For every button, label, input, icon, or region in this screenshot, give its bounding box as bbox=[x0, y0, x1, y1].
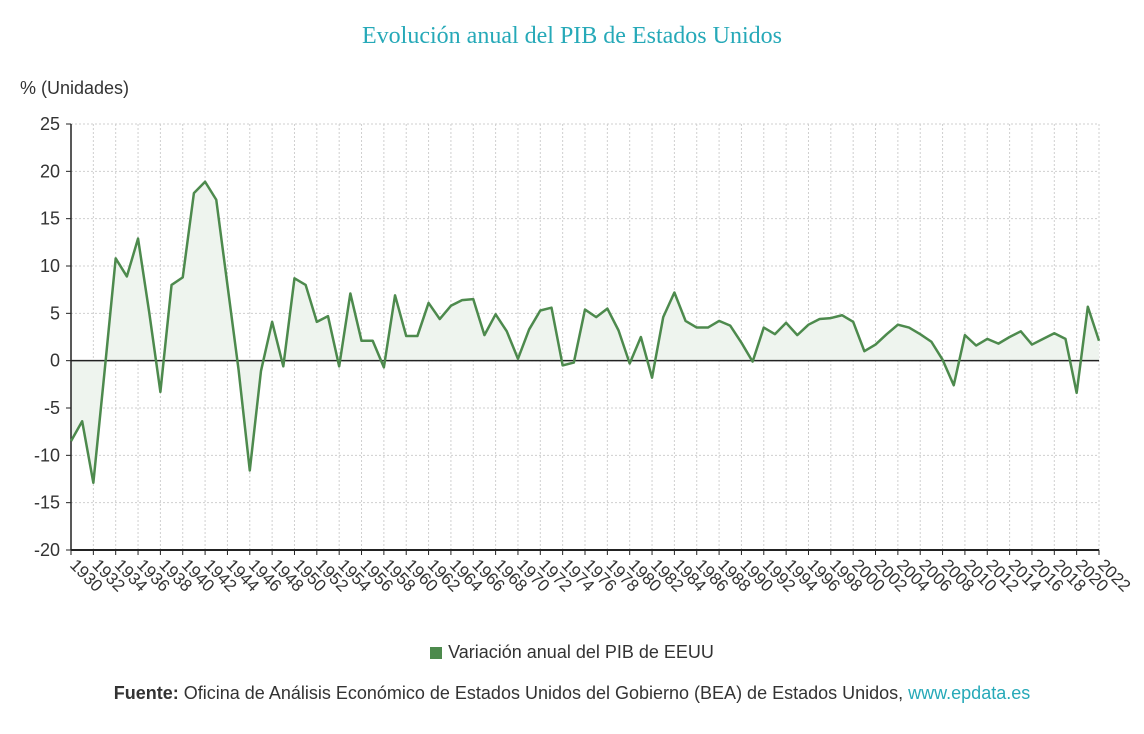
y-tick-label: -20 bbox=[34, 540, 60, 560]
y-tick-label: -15 bbox=[34, 493, 60, 513]
chart-title: Evolución anual del PIB de Estados Unido… bbox=[362, 23, 782, 49]
source-text: Oficina de Análisis Económico de Estados… bbox=[178, 683, 909, 703]
y-tick-label: 20 bbox=[40, 161, 60, 181]
y-axis-unit-label: % (Unidades) bbox=[20, 78, 130, 98]
y-tick-label: 10 bbox=[40, 256, 60, 276]
source-label: Fuente: bbox=[113, 683, 179, 703]
y-tick-label: 0 bbox=[50, 351, 60, 371]
y-tick-label: 5 bbox=[50, 303, 60, 323]
legend-label: Variación anual del PIB de EEUU bbox=[448, 642, 714, 662]
chart-plot: 25 20 15 10 5 0 -5 -10 -15 -20 193019321934193619… bbox=[34, 114, 1134, 596]
y-tick-label: 25 bbox=[40, 114, 60, 134]
y-tick-labels: 25 20 15 10 5 0 -5 -10 -15 -20 bbox=[34, 114, 60, 560]
axes bbox=[66, 123, 1100, 555]
x-tick-labels: 1930193219341936193819401942194419461948… bbox=[66, 555, 1134, 595]
y-tick-label: 15 bbox=[40, 209, 60, 229]
y-tick-label: -10 bbox=[34, 445, 60, 465]
source-note: Fuente: Oficina de Análisis Económico de… bbox=[0, 683, 1144, 704]
legend: Variación anual del PIB de EEUU bbox=[0, 642, 1144, 663]
series-area-fill bbox=[71, 181, 1099, 483]
source-link[interactable]: www.epdata.es bbox=[908, 683, 1031, 703]
series-line bbox=[69, 180, 1101, 485]
y-tick-label: -5 bbox=[44, 398, 60, 418]
legend-swatch bbox=[430, 647, 443, 659]
